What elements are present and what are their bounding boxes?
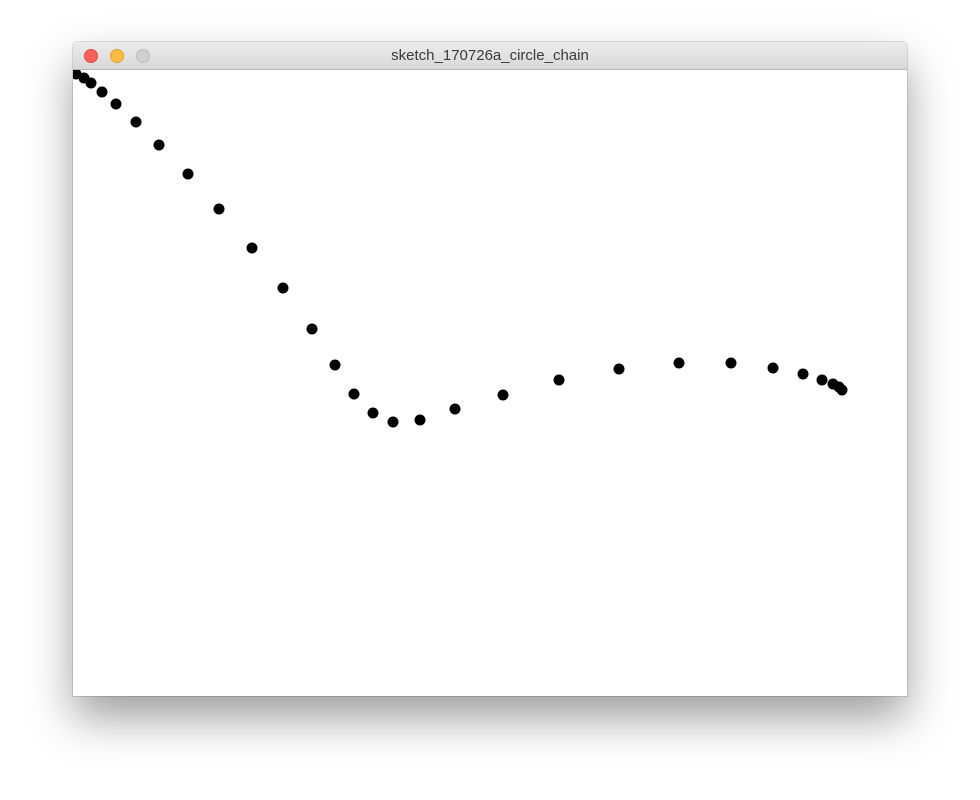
chain-dot xyxy=(613,363,625,375)
chain-dot xyxy=(553,374,565,386)
chain-dot xyxy=(246,242,258,254)
chain-dot xyxy=(110,98,122,110)
chain-dot xyxy=(836,384,848,396)
chain-dot xyxy=(449,403,461,415)
chain-dot xyxy=(767,362,779,374)
chain-dot xyxy=(348,388,360,400)
chain-dot xyxy=(797,368,809,380)
chain-dot xyxy=(213,203,225,215)
close-window-button[interactable] xyxy=(84,49,98,63)
chain-dot xyxy=(673,357,685,369)
circle-chain xyxy=(73,70,848,428)
chain-dot xyxy=(367,407,379,419)
chain-dot xyxy=(130,116,142,128)
chain-dot xyxy=(387,416,399,428)
zoom-window-button[interactable] xyxy=(136,49,150,63)
chain-dot xyxy=(329,359,341,371)
chain-dot xyxy=(277,282,289,294)
title-bar[interactable]: sketch_170726a_circle_chain xyxy=(73,42,907,70)
app-window: sketch_170726a_circle_chain xyxy=(73,42,907,696)
chain-dot xyxy=(153,139,165,151)
chain-dot xyxy=(497,389,509,401)
chain-dot xyxy=(414,414,426,426)
chain-dot xyxy=(816,374,828,386)
chain-dot xyxy=(725,357,737,369)
chain-dot xyxy=(306,323,318,335)
chain-dot xyxy=(85,77,97,89)
chain-dot xyxy=(182,168,194,180)
chain-dot xyxy=(96,86,108,98)
sketch-canvas[interactable] xyxy=(73,70,907,696)
window-title: sketch_170726a_circle_chain xyxy=(391,47,589,64)
minimize-window-button[interactable] xyxy=(110,49,124,63)
